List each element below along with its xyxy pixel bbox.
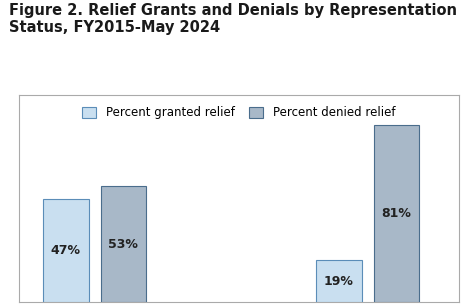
Text: 19%: 19% (324, 275, 354, 288)
Text: 81%: 81% (381, 207, 411, 220)
Text: Figure 2. Relief Grants and Denials by Representation
Status, FY2015-May 2024: Figure 2. Relief Grants and Denials by R… (9, 3, 457, 35)
Text: 47%: 47% (51, 244, 81, 257)
Text: 53%: 53% (109, 238, 139, 251)
Bar (43, 199, 88, 302)
Bar (101, 186, 146, 302)
Legend: Percent granted relief, Percent denied relief: Percent granted relief, Percent denied r… (76, 100, 401, 125)
Bar (373, 125, 419, 302)
Bar (316, 260, 362, 302)
